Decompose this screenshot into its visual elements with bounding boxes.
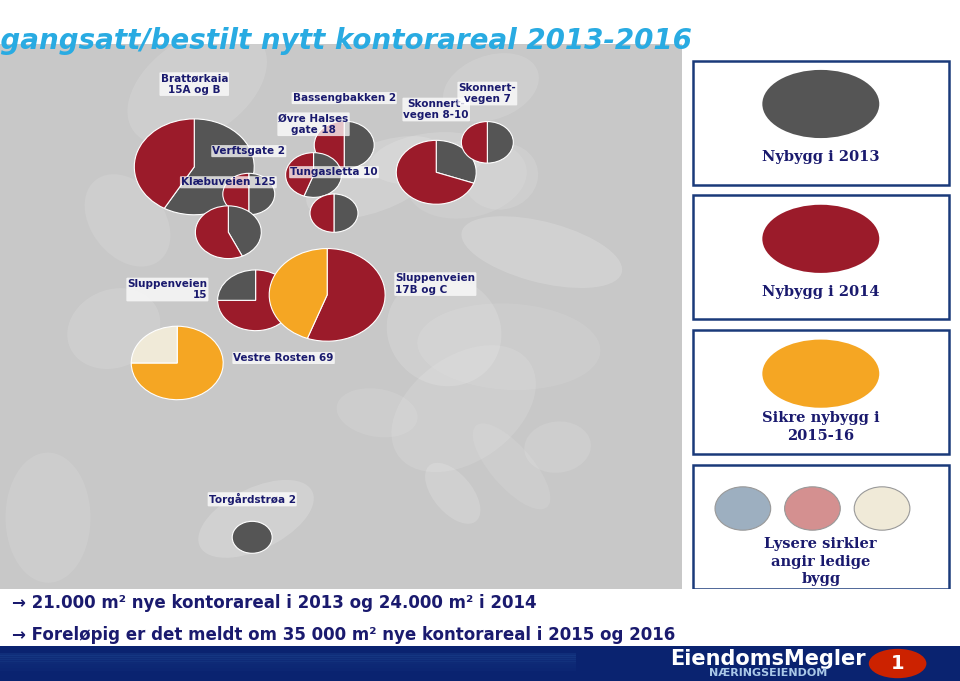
Text: Nybygg i 2013: Nybygg i 2013 [762, 151, 879, 164]
Ellipse shape [524, 422, 591, 473]
Text: Nybygg i 2014: Nybygg i 2014 [762, 285, 879, 299]
Text: Sluppenveien
15: Sluppenveien 15 [128, 279, 207, 300]
Ellipse shape [464, 143, 539, 210]
Text: Klæbuveien 125: Klæbuveien 125 [181, 177, 276, 187]
Wedge shape [228, 206, 261, 256]
Wedge shape [304, 153, 342, 197]
Wedge shape [314, 121, 345, 169]
FancyBboxPatch shape [0, 659, 576, 662]
Wedge shape [345, 121, 374, 169]
Ellipse shape [199, 480, 314, 558]
Text: Øvre Halses
gate 18: Øvre Halses gate 18 [278, 114, 348, 135]
Ellipse shape [418, 304, 600, 390]
FancyBboxPatch shape [0, 653, 576, 656]
Wedge shape [269, 249, 327, 338]
Ellipse shape [67, 288, 160, 369]
Text: Lysere sirkler
angir ledige
bygg: Lysere sirkler angir ledige bygg [764, 537, 877, 586]
Ellipse shape [387, 275, 501, 386]
Text: → 21.000 m² nye kontorareal i 2013 og 24.000 m² i 2014: → 21.000 m² nye kontorareal i 2013 og 24… [12, 594, 537, 612]
FancyBboxPatch shape [0, 665, 576, 669]
Ellipse shape [406, 140, 527, 219]
Ellipse shape [337, 388, 418, 437]
Ellipse shape [854, 487, 910, 530]
FancyBboxPatch shape [0, 655, 576, 658]
Wedge shape [285, 153, 314, 196]
Text: Torgårdstrøa 2: Torgårdstrøa 2 [208, 493, 296, 505]
Text: 1: 1 [891, 654, 904, 673]
Wedge shape [218, 270, 255, 300]
FancyBboxPatch shape [0, 663, 576, 666]
Ellipse shape [762, 70, 879, 138]
Text: Bassengbakken 2: Bassengbakken 2 [293, 93, 396, 103]
Text: → Foreløpig er det meldt om 35 000 m² nye kontorareal i 2015 og 2016: → Foreløpig er det meldt om 35 000 m² ny… [12, 626, 676, 644]
Ellipse shape [462, 217, 622, 288]
Ellipse shape [392, 345, 536, 472]
Wedge shape [132, 326, 178, 363]
Ellipse shape [762, 205, 879, 273]
Text: Verftsgate 2: Verftsgate 2 [212, 146, 285, 156]
FancyBboxPatch shape [0, 646, 960, 681]
Ellipse shape [444, 53, 539, 122]
Wedge shape [462, 122, 488, 163]
FancyBboxPatch shape [693, 61, 948, 185]
Ellipse shape [84, 174, 171, 266]
Ellipse shape [472, 424, 550, 509]
Ellipse shape [306, 136, 445, 219]
Wedge shape [396, 140, 474, 204]
Wedge shape [307, 249, 385, 341]
Text: Skonnert-
vegen 8-10: Skonnert- vegen 8-10 [403, 99, 469, 121]
Wedge shape [310, 194, 334, 232]
Ellipse shape [784, 487, 840, 530]
Ellipse shape [6, 453, 90, 583]
FancyBboxPatch shape [693, 465, 948, 589]
Ellipse shape [128, 27, 267, 146]
Text: Skonnert-
vegen 7: Skonnert- vegen 7 [459, 83, 516, 104]
Ellipse shape [370, 132, 489, 185]
Wedge shape [134, 119, 194, 208]
Text: Igangsatt/bestilt nytt kontorareal 2013-2016: Igangsatt/bestilt nytt kontorareal 2013-… [0, 27, 692, 55]
Ellipse shape [869, 649, 926, 678]
Wedge shape [195, 206, 242, 259]
Wedge shape [436, 140, 476, 183]
Ellipse shape [425, 463, 480, 524]
Text: Sikre nybygg i
2015-16: Sikre nybygg i 2015-16 [762, 411, 879, 443]
Wedge shape [232, 522, 273, 553]
Wedge shape [249, 174, 275, 215]
Wedge shape [132, 326, 223, 400]
FancyBboxPatch shape [693, 330, 948, 454]
Wedge shape [334, 194, 358, 232]
Ellipse shape [715, 487, 771, 530]
Wedge shape [488, 122, 514, 163]
FancyBboxPatch shape [693, 195, 948, 319]
Text: NÆRINGSEIENDOM: NÆRINGSEIENDOM [708, 668, 828, 678]
Text: EiendomsMegler: EiendomsMegler [670, 650, 866, 669]
FancyBboxPatch shape [0, 661, 576, 664]
FancyBboxPatch shape [0, 657, 576, 660]
Text: Sluppenveien
17B og C: Sluppenveien 17B og C [396, 273, 475, 295]
Text: Brattørkaia
15A og B: Brattørkaia 15A og B [160, 74, 228, 95]
Ellipse shape [762, 340, 879, 408]
Text: Tungasletta 10: Tungasletta 10 [290, 167, 378, 177]
FancyBboxPatch shape [0, 44, 682, 589]
Wedge shape [218, 270, 294, 331]
Wedge shape [223, 174, 249, 215]
Text: Vestre Rosten 69: Vestre Rosten 69 [233, 353, 334, 363]
Wedge shape [164, 119, 254, 215]
